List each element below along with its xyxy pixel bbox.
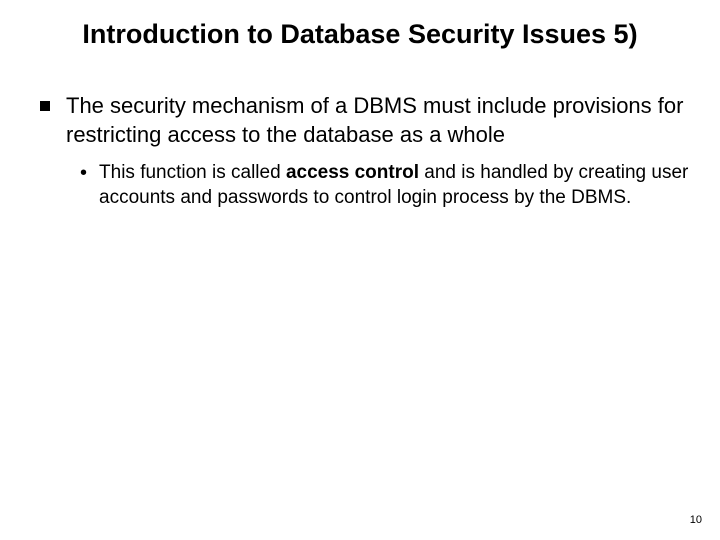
sub-text-bold: access control	[286, 162, 419, 183]
bullet-sub: • This function is called access control…	[80, 160, 690, 211]
dot-bullet-icon: •	[80, 160, 87, 186]
page-number: 10	[690, 514, 702, 526]
bullet-main-text: The security mechanism of a DBMS must in…	[66, 92, 690, 149]
bullet-sub-text: This function is called access control a…	[99, 160, 690, 211]
square-bullet-icon	[40, 101, 50, 111]
bullet-main: The security mechanism of a DBMS must in…	[40, 92, 690, 149]
slide-container: Introduction to Database Security Issues…	[0, 0, 720, 540]
sub-text-prefix: This function is called	[99, 162, 286, 183]
slide-title: Introduction to Database Security Issues…	[30, 18, 690, 50]
